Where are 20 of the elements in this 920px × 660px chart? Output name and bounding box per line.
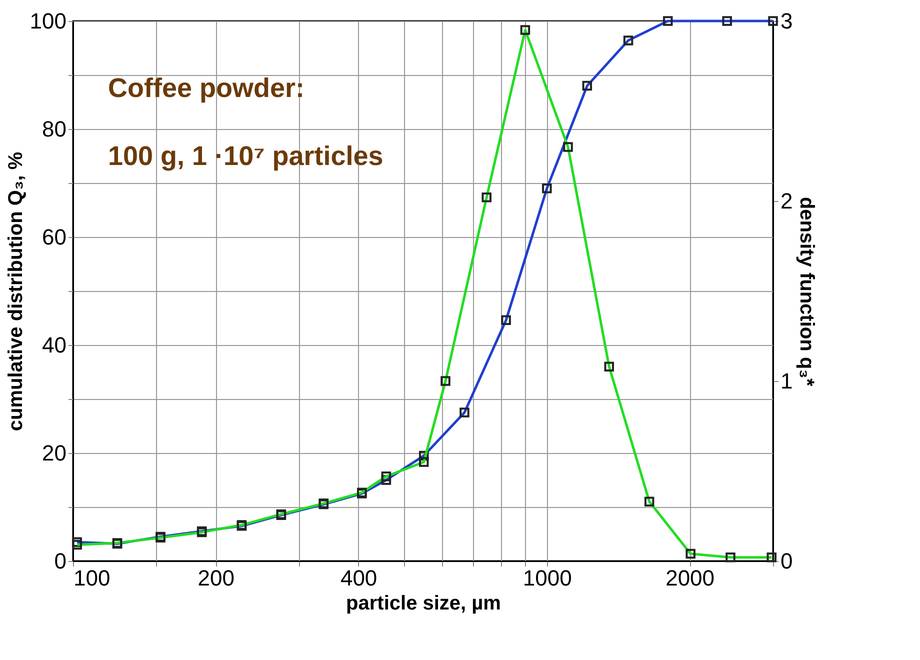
x-tick-label: 200 (198, 566, 235, 590)
x-tick-label: 400 (340, 566, 378, 590)
y2-tick-label: 0 (780, 548, 793, 574)
x-tick-label: 2000 (666, 566, 715, 590)
y-tick-label: 40 (42, 332, 66, 358)
y2-tick-label: 1 (780, 368, 793, 394)
y2-tick-label: 2 (780, 188, 793, 214)
y-tick-label: 100 (30, 8, 66, 34)
y2-axis-title: density function q₃* (796, 196, 818, 386)
x-axis-title: particle size, µm (346, 592, 501, 614)
annotation: 100 g, 1 ·10⁷ particles (108, 141, 384, 171)
y-tick-label: 20 (42, 440, 66, 466)
y-tick-label: 60 (42, 224, 66, 250)
y2-tick-label: 3 (780, 8, 793, 34)
y-tick-label: 0 (54, 548, 66, 574)
y-tick-label: 80 (42, 116, 66, 142)
annotation: Coffee powder: (108, 73, 305, 103)
x-tick-label: 1000 (522, 566, 572, 590)
x-tick-label: 100 (74, 566, 110, 590)
y-axis-title: cumulative distribution Q₃, % (4, 152, 27, 432)
